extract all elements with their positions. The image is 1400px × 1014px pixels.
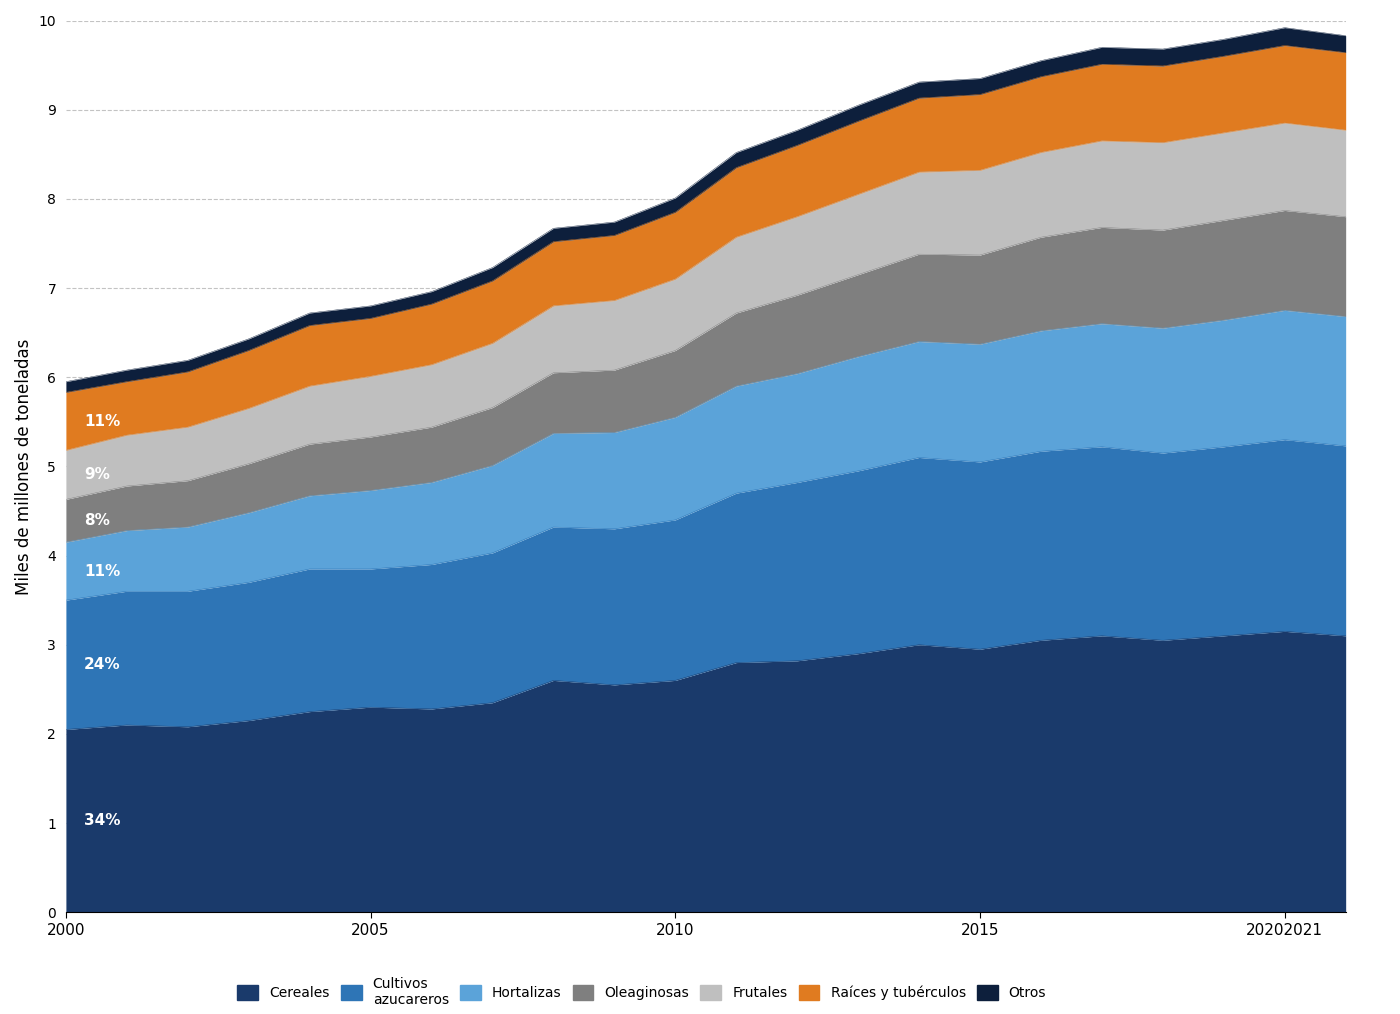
Text: 8%: 8% — [84, 513, 111, 528]
Y-axis label: Miles de millones de toneladas: Miles de millones de toneladas — [15, 339, 34, 594]
Text: 12%: 12% — [1348, 260, 1385, 274]
Text: 11%: 11% — [84, 564, 120, 579]
Text: 2%: 2% — [1348, 37, 1375, 52]
Text: 34%: 34% — [84, 813, 120, 828]
Text: 22%: 22% — [1348, 533, 1386, 549]
Legend: Cereales, Cultivos
azucareros, Hortalizas, Oleaginosas, Frutales, Raíces y tubér: Cereales, Cultivos azucareros, Hortaliza… — [232, 971, 1051, 1012]
Text: 24%: 24% — [84, 657, 120, 672]
Text: 11%: 11% — [84, 414, 120, 429]
Text: 10%: 10% — [1348, 166, 1385, 180]
Text: 9%: 9% — [84, 467, 111, 483]
Text: 12%: 12% — [1348, 374, 1385, 388]
Text: 9%: 9% — [1348, 84, 1375, 99]
Text: 32%: 32% — [1348, 767, 1386, 782]
